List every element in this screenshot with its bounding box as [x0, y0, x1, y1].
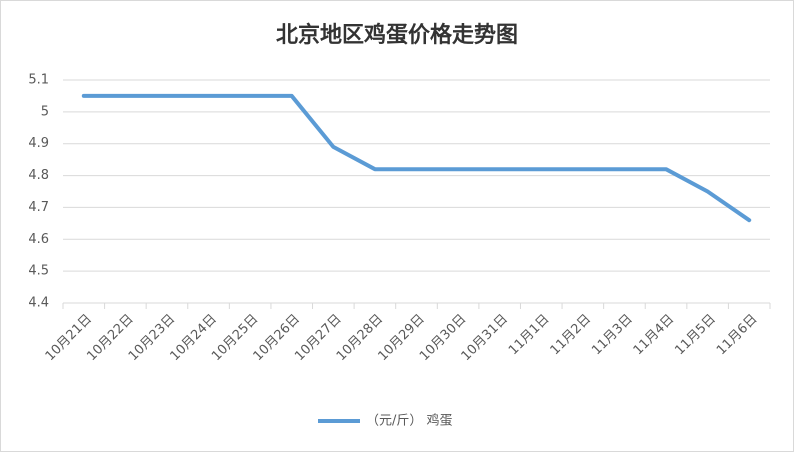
y-tick-label: 4.6 [28, 232, 49, 247]
y-tick-label: 4.5 [28, 264, 49, 279]
line [81, 93, 752, 223]
y-tick-label: 5.1 [28, 73, 49, 88]
y-tick-label: 5 [41, 104, 49, 119]
chart-title: 北京地区鸡蛋价格走势图 [276, 22, 518, 48]
legend-label: （元/斤） 鸡蛋 [366, 413, 453, 429]
y-tick-label: 4.4 [28, 296, 49, 311]
y-tick-label: 4.7 [28, 200, 49, 215]
y-tick-label: 4.9 [28, 136, 49, 151]
y-tick-label: 4.8 [28, 168, 49, 183]
